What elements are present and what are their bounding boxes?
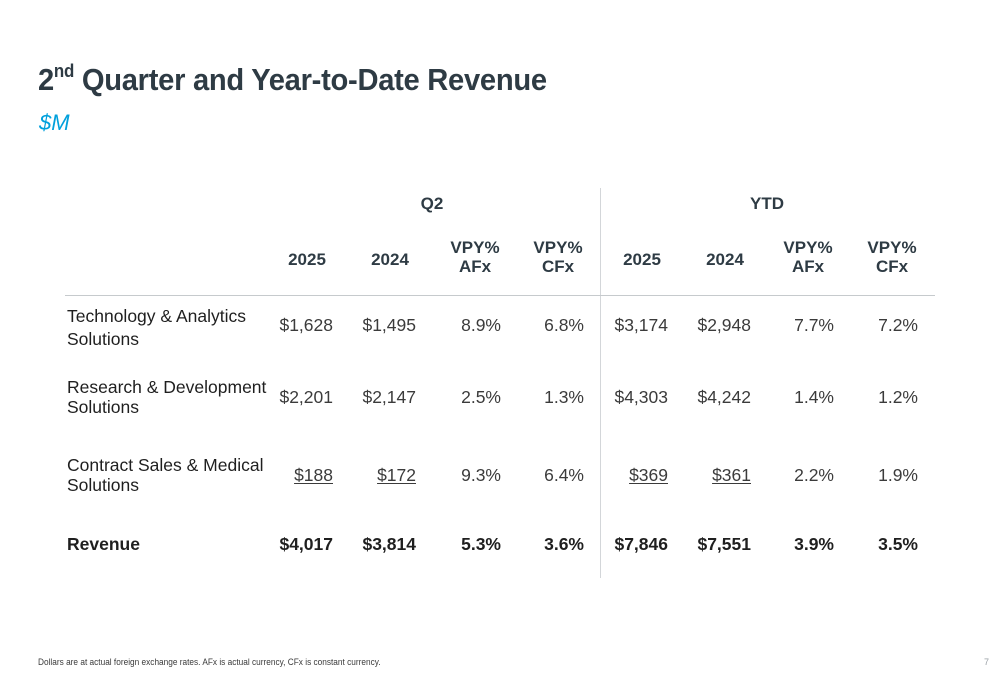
table-cell: $188	[294, 465, 333, 485]
table-cell: 1.4%	[794, 387, 834, 407]
table-cell: 6.8%	[544, 315, 584, 335]
page-number: 7	[983, 657, 989, 667]
group-header-ytd: YTD	[750, 194, 784, 213]
table-cell: $7,846	[614, 534, 668, 554]
column-header: VPY% AFx	[450, 238, 500, 276]
table-cell: 7.7%	[794, 315, 834, 335]
row-label: Revenue	[67, 534, 140, 554]
table-cell: $172	[377, 465, 416, 485]
table-cell: $2,948	[697, 315, 751, 335]
column-header: VPY% AFx	[783, 238, 833, 276]
table-cell: 6.4%	[544, 465, 584, 485]
row-label: Technology & Analytics Solutions	[67, 306, 246, 349]
column-header: VPY% CFx	[867, 238, 917, 276]
column-header: 2025	[623, 250, 661, 269]
table-cell: 7.2%	[878, 315, 918, 335]
table-cell: 1.9%	[878, 465, 918, 485]
table-cell: $1,495	[362, 315, 416, 335]
group-header-q2: Q2	[420, 194, 444, 213]
row-label: Research & Development Solutions	[67, 377, 267, 417]
column-header: 2025	[288, 250, 326, 269]
table-cell: 3.5%	[878, 534, 918, 554]
table-cell: 9.3%	[461, 465, 501, 485]
column-header: VPY% CFx	[533, 238, 583, 276]
table-cell: $4,017	[279, 534, 333, 554]
column-header: 2024	[706, 250, 744, 269]
table-cell: 8.9%	[461, 315, 501, 335]
row-label: Contract Sales & Medical Solutions	[67, 455, 264, 495]
title-rest: Quarter and Year-to-Date Revenue	[74, 62, 547, 97]
column-group-divider	[600, 188, 601, 578]
table-cell: 5.3%	[461, 534, 501, 554]
footnote: Dollars are at actual foreign exchange r…	[38, 657, 381, 667]
title-base: 2	[38, 62, 54, 97]
table-cell: $369	[629, 465, 668, 485]
table-cell: $4,242	[697, 387, 751, 407]
table-cell: 3.6%	[544, 534, 584, 554]
table-cell: 2.5%	[461, 387, 501, 407]
table-cell: $7,551	[697, 534, 751, 554]
table-cell: $2,147	[362, 387, 416, 407]
table-cell: $3,174	[614, 315, 668, 335]
header-rule	[65, 295, 935, 296]
table-cell: $4,303	[614, 387, 668, 407]
page-subtitle: $M	[39, 110, 70, 135]
table-cell: 3.9%	[794, 534, 834, 554]
title-ordinal-suffix: nd	[53, 60, 75, 81]
column-header: 2024	[371, 250, 409, 269]
table-cell: 1.3%	[544, 387, 584, 407]
table-cell: 2.2%	[794, 465, 834, 485]
table-cell: $361	[712, 465, 751, 485]
page-title: 2nd Quarter and Year-to-Date Revenue	[38, 60, 547, 98]
table-cell: $1,628	[279, 315, 333, 335]
table-cell: 1.2%	[878, 387, 918, 407]
table-cell: $2,201	[279, 387, 333, 407]
table-cell: $3,814	[362, 534, 416, 554]
